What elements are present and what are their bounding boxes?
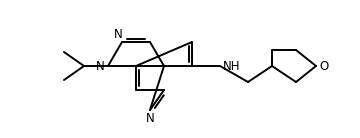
Text: N: N [114, 28, 122, 41]
Text: O: O [319, 59, 328, 72]
Text: NH: NH [223, 59, 240, 72]
Text: N: N [96, 59, 105, 72]
Text: N: N [146, 112, 154, 125]
